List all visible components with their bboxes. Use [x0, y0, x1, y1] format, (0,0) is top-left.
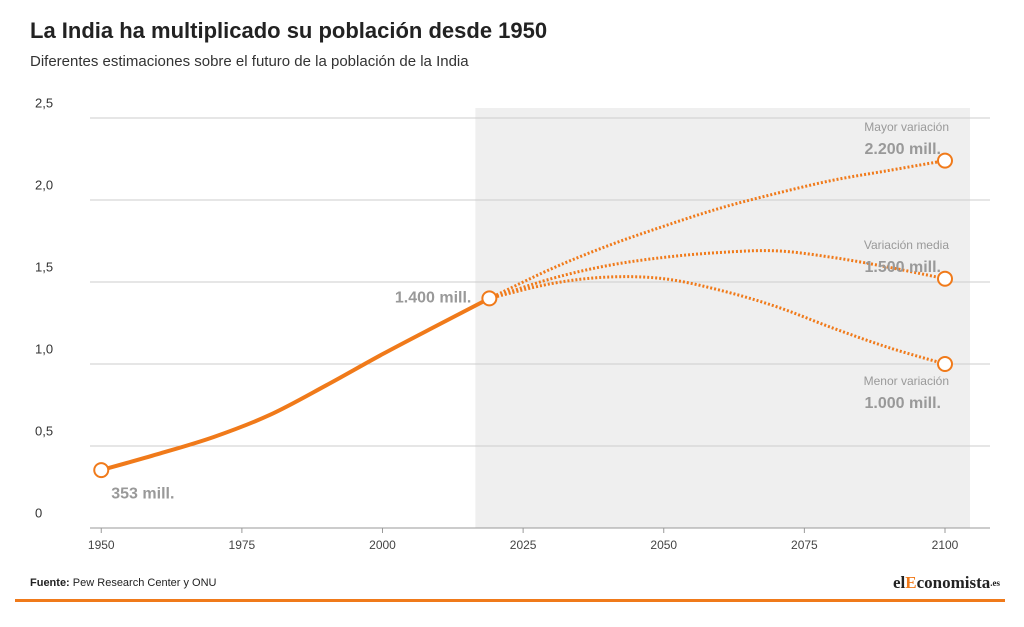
brand-part: conomista	[917, 573, 991, 592]
series-label: Mayor variación	[864, 120, 949, 134]
x-tick-label: 2000	[369, 538, 396, 552]
source-label: Fuente:	[30, 577, 70, 589]
point-marker	[481, 290, 498, 307]
y-tick-label: 2,0	[35, 177, 53, 192]
annotation: 1.000 mill.	[865, 395, 942, 412]
brand-part: E	[905, 573, 916, 592]
x-tick-label: 2050	[650, 538, 677, 552]
point-marker	[93, 462, 110, 479]
brand: elEconomista.es	[893, 573, 1001, 592]
chart-subtitle: Diferentes estimaciones sobre el futuro …	[30, 53, 469, 70]
y-tick-label: 1,5	[35, 259, 53, 274]
projection-line	[488, 159, 946, 300]
point-marker	[937, 152, 953, 169]
point-marker	[937, 270, 953, 287]
brand-part: .es	[990, 578, 1000, 588]
projection-line	[489, 275, 946, 366]
footer-rule	[15, 599, 1005, 602]
annotation: 353 mill.	[111, 485, 174, 502]
annotation: 1.500 mill.	[865, 259, 942, 276]
series-label: Variación media	[864, 238, 949, 252]
y-tick-label: 0,5	[35, 423, 53, 438]
x-tick-label: 2075	[791, 538, 818, 552]
x-tick-label: 1950	[88, 538, 115, 552]
series-label: Menor variación	[864, 374, 949, 388]
y-tick-label: 0	[35, 505, 42, 520]
chart-title: La India ha multiplicado su población de…	[30, 18, 547, 43]
history-line	[100, 296, 491, 473]
projection-line	[488, 249, 946, 300]
brand-part: el	[893, 573, 906, 592]
source: Fuente: Pew Research Center y ONU	[30, 577, 217, 589]
y-tick-label: 1,0	[35, 341, 53, 356]
x-tick-label: 1975	[229, 538, 256, 552]
x-tick-label: 2025	[510, 538, 537, 552]
source-text: Pew Research Center y ONU	[73, 577, 217, 589]
point-marker	[937, 356, 953, 372]
x-tick-label: 2100	[932, 538, 959, 552]
annotation: 1.400 mill.	[395, 290, 472, 307]
y-tick-label: 2,5	[35, 95, 53, 110]
forecast-band	[475, 108, 970, 528]
annotation: 2.200 mill.	[865, 141, 942, 158]
plot-area: 0 0,5 1,0 1,5 2,0 2,5 1950 1975 2000 2025 2050 2075…	[35, 95, 990, 552]
